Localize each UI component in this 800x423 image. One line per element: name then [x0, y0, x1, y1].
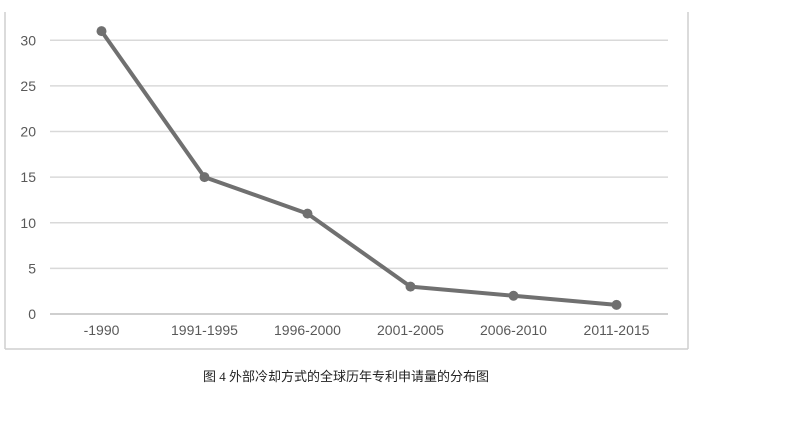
data-point	[405, 281, 416, 292]
series-line	[99, 29, 619, 307]
x-axis-ticks: -1990 1991-1995 1996-2000 2001-2005 2006-201…	[84, 322, 650, 338]
line-chart: 0 5 10 15 20 25 30 -1990 1991-1995 1996-2000 2001…	[4, 12, 689, 350]
y-tick-label: 30	[20, 32, 36, 48]
series	[96, 26, 622, 310]
y-tick-label: 25	[20, 78, 36, 94]
y-tick-label: 10	[20, 215, 36, 231]
y-axis-ticks: 0 5 10 15 20 25 30	[20, 32, 36, 322]
figure-caption: 图 4 外部冷却方式的全球历年专利申请量的分布图	[202, 369, 489, 384]
grid-lines	[50, 39, 668, 315]
data-point	[199, 172, 210, 183]
x-tick-label: 2006-2010	[480, 322, 547, 338]
x-tick-label: 1996-2000	[274, 322, 341, 338]
data-point	[611, 299, 622, 310]
x-tick-label: 1991-1995	[171, 322, 238, 338]
y-tick-label: 20	[20, 124, 36, 140]
x-tick-label: 2011-2015	[584, 322, 650, 338]
y-tick-label: 15	[20, 169, 36, 185]
x-tick-label: -1990	[84, 322, 120, 338]
x-tick-label: 2001-2005	[377, 322, 444, 338]
y-tick-label: 5	[28, 260, 36, 276]
data-point	[302, 208, 313, 219]
data-point	[96, 26, 107, 37]
data-point	[508, 290, 519, 301]
y-tick-label: 0	[28, 306, 36, 322]
